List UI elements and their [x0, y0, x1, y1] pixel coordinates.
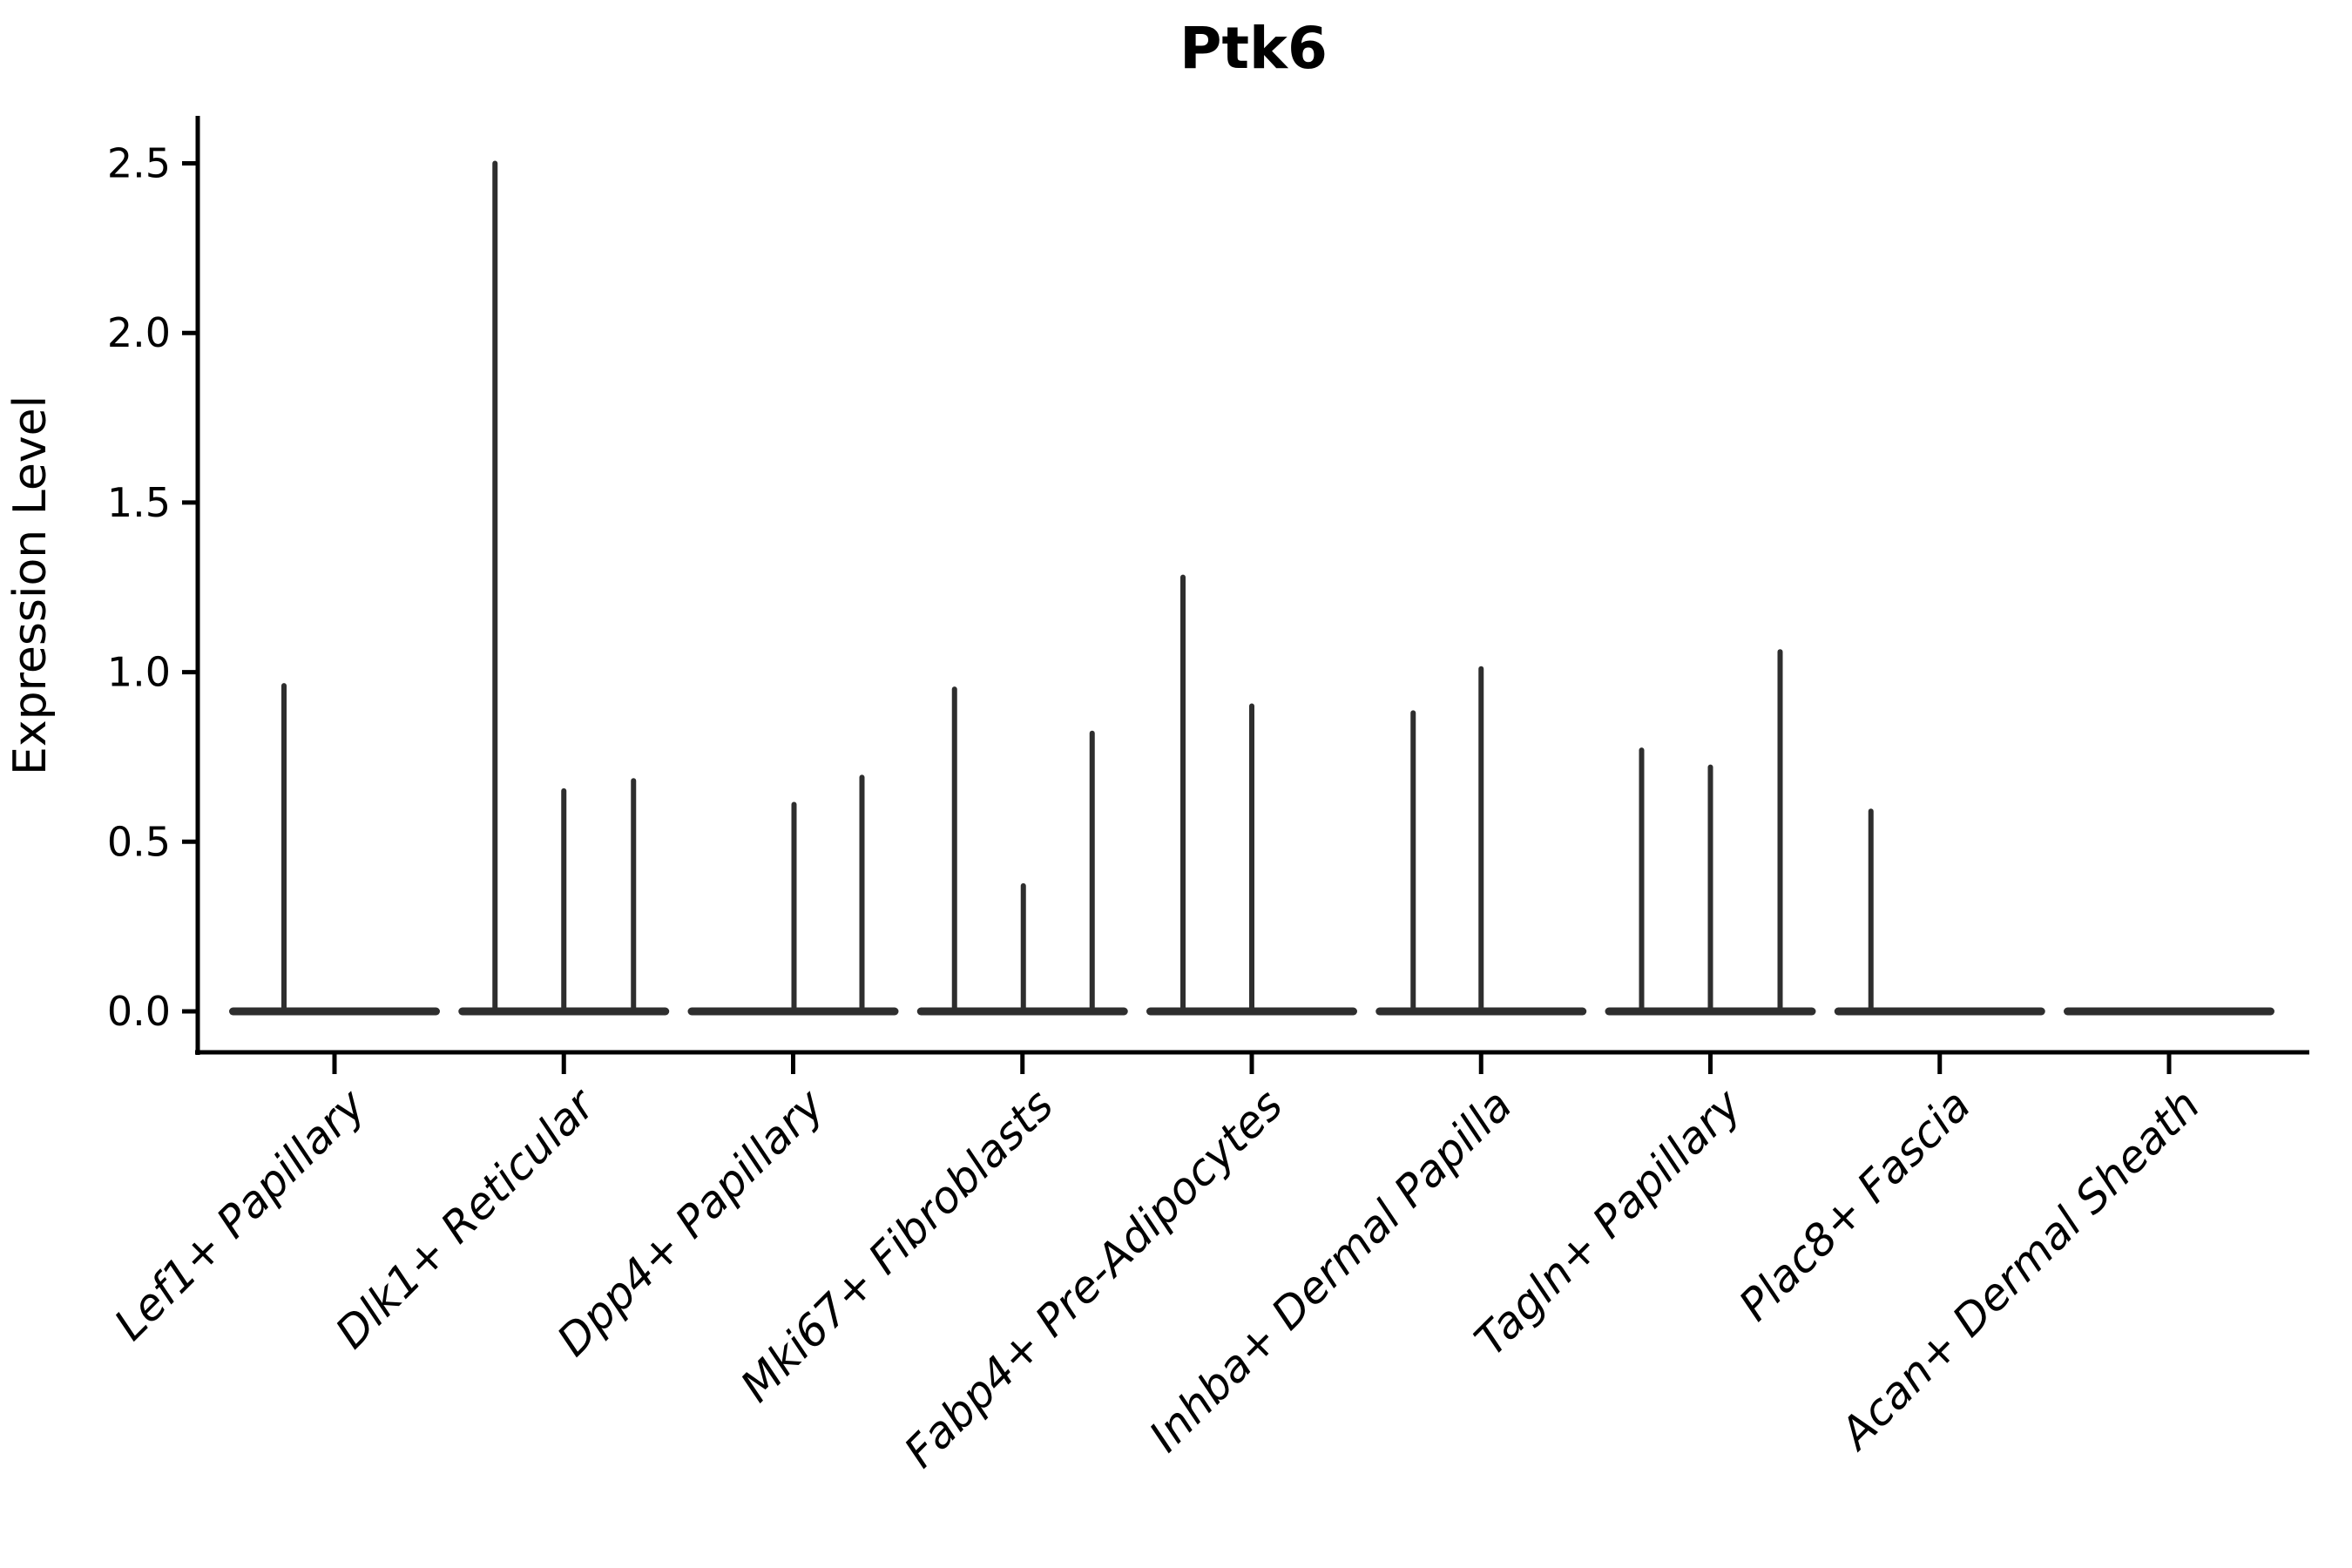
- y-tick-label: 1.5: [107, 479, 171, 526]
- chart-title: Ptk6: [1179, 15, 1328, 82]
- x-tick-label: Inhba+ Dermal Papilla: [1139, 1079, 1521, 1461]
- x-tick-label: Lef1+ Papillary: [105, 1078, 375, 1349]
- x-tick-label: Plac8+ Fascia: [1729, 1079, 1980, 1330]
- x-tick-label: Acan+ Dermal Sheath: [1829, 1079, 2210, 1460]
- y-tick-label: 2.5: [107, 140, 171, 187]
- violin-baseline-bar: [2064, 1007, 2274, 1016]
- y-tick-label: 1.0: [107, 649, 171, 696]
- y-tick-label: 2.0: [107, 309, 171, 356]
- y-tick-label: 0.0: [107, 988, 171, 1035]
- y-axis-label: Expression Level: [4, 395, 57, 775]
- x-tick-label: Fabp4+ Pre-Adipocytes: [895, 1079, 1293, 1477]
- y-tick-label: 0.5: [107, 818, 171, 865]
- violin-baseline-bar: [1834, 1007, 2045, 1016]
- violin-baseline-bar: [229, 1007, 440, 1016]
